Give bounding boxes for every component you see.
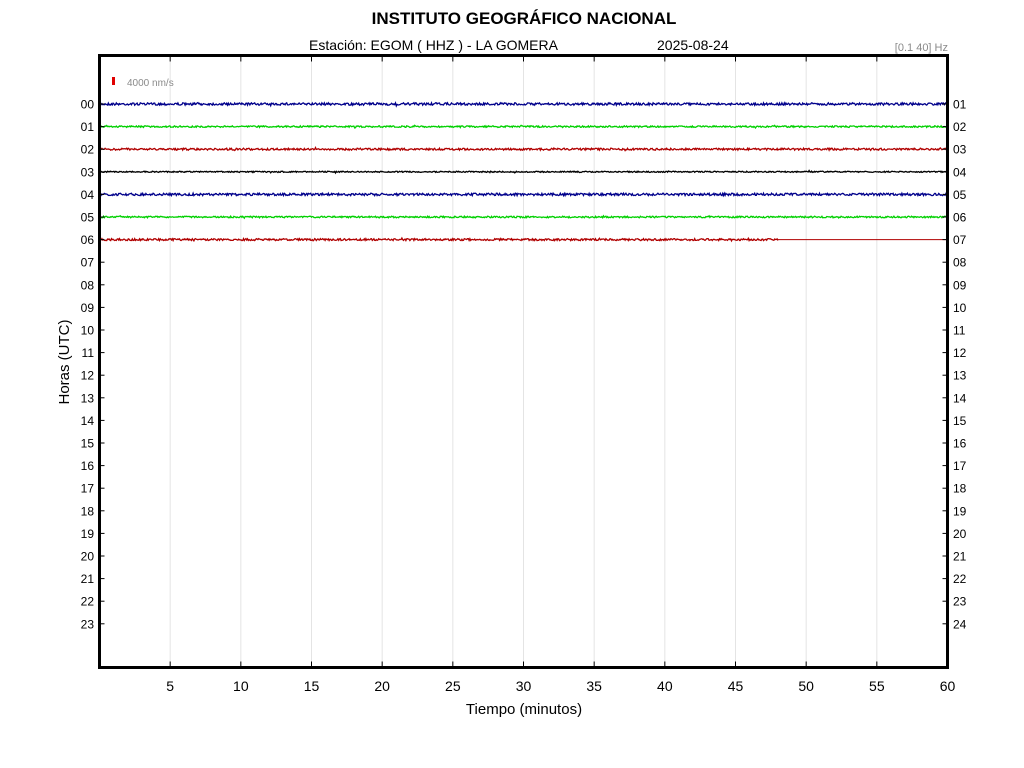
y-tick-label-right: 09 <box>953 278 967 292</box>
y-tick-label-right: 18 <box>953 482 967 496</box>
x-tick-label: 15 <box>304 678 320 694</box>
trace-line <box>98 214 948 220</box>
y-tick-label-right: 19 <box>953 504 967 518</box>
y-tick-label-left: 08 <box>81 278 95 292</box>
station-label: Estación: EGOM ( HHZ ) - LA GOMERA <box>309 37 558 53</box>
y-tick-label-left: 07 <box>81 256 95 270</box>
x-axis-label: Tiempo (minutos) <box>466 701 582 718</box>
y-tick-label-left: 04 <box>81 188 95 202</box>
trace-line <box>98 236 779 243</box>
y-tick-label-left: 20 <box>81 550 95 564</box>
y-tick-label-left: 05 <box>81 211 95 225</box>
y-tick-label-left: 23 <box>81 617 95 631</box>
y-tick-label-left: 02 <box>81 143 95 157</box>
trace-line <box>98 100 949 108</box>
y-tick-label-left: 22 <box>81 595 95 609</box>
y-tick-label-left: 12 <box>81 369 95 383</box>
y-tick-label-right: 20 <box>953 527 967 541</box>
y-tick-label-right: 22 <box>953 572 967 586</box>
y-tick-label-left: 19 <box>81 527 95 541</box>
y-tick-label-left: 21 <box>81 572 95 586</box>
trace-line <box>98 146 948 152</box>
y-tick-label-right: 14 <box>953 391 967 405</box>
y-tick-label-left: 15 <box>81 437 95 451</box>
page-title: INSTITUTO GEOGRÁFICO NACIONAL <box>371 9 677 28</box>
y-tick-label-left: 01 <box>81 120 95 134</box>
x-tick-label: 25 <box>445 678 461 694</box>
y-tick-label-left: 11 <box>82 346 95 360</box>
x-tick-label: 5 <box>166 678 174 694</box>
y-tick-label-left: 18 <box>81 504 95 518</box>
x-tick-label: 35 <box>586 678 602 694</box>
y-tick-label-right: 11 <box>953 324 966 338</box>
x-tick-label: 50 <box>798 678 814 694</box>
y-tick-label-right: 08 <box>953 256 967 270</box>
x-tick-label: 30 <box>516 678 532 694</box>
y-tick-label-right: 17 <box>953 459 967 473</box>
x-tick-label: 10 <box>233 678 249 694</box>
trace-layer <box>98 100 949 243</box>
y-axis-label: Horas (UTC) <box>56 319 73 404</box>
x-ticks: 5 10 15 20 25 30 35 40 45 50 55 60 <box>166 55 956 694</box>
y-tick-label-left: 10 <box>81 324 95 338</box>
trace-line <box>98 169 948 175</box>
y-tick-label-right: 10 <box>953 301 967 315</box>
y-tick-label-right: 05 <box>953 188 967 202</box>
y-tick-label-right: 16 <box>953 437 967 451</box>
x-tick-label: 45 <box>728 678 744 694</box>
y-tick-label-right: 03 <box>953 143 967 157</box>
y-tick-label-right: 06 <box>953 211 967 225</box>
scale-bar-group: 4000 nm/s <box>112 77 174 89</box>
y-tick-label-right: 23 <box>953 595 967 609</box>
y-tick-label-left: 09 <box>81 301 95 315</box>
grid-layer <box>169 55 878 668</box>
y-tick-label-right: 02 <box>953 120 967 134</box>
y-tick-label-right: 13 <box>953 369 967 383</box>
y-tick-label-right: 01 <box>953 98 967 112</box>
y-tick-label-left: 16 <box>81 459 95 473</box>
x-tick-label: 60 <box>940 678 956 694</box>
filter-band-label: [0.1 40] Hz <box>894 42 948 54</box>
trace-line <box>98 191 948 198</box>
y-tick-label-right: 07 <box>953 233 967 247</box>
y-tick-label-left: 17 <box>81 482 95 496</box>
trace-line <box>98 124 949 130</box>
date-label: 2025-08-24 <box>657 37 729 53</box>
y-tick-label-left: 00 <box>81 98 95 112</box>
y-tick-label-right: 21 <box>953 550 967 564</box>
y-tick-label-right: 15 <box>953 414 967 428</box>
y-tick-label-left: 03 <box>81 165 95 179</box>
scale-bar-label: 4000 nm/s <box>127 78 174 89</box>
y-tick-label-right: 12 <box>953 346 967 360</box>
x-tick-label: 40 <box>657 678 673 694</box>
y-tick-label-left: 13 <box>81 391 95 405</box>
y-tick-label-right: 04 <box>953 165 967 179</box>
x-tick-label: 20 <box>374 678 390 694</box>
y-tick-label-right: 24 <box>953 617 967 631</box>
x-tick-label: 55 <box>869 678 885 694</box>
scale-bar <box>112 77 115 85</box>
y-ticks: 00 01 02 03 04 05 06 07 08 09 10 11 12 13 14 15 16 17 18 19… <box>81 98 967 632</box>
y-tick-label-left: 14 <box>81 414 95 428</box>
y-tick-label-left: 06 <box>81 233 95 247</box>
